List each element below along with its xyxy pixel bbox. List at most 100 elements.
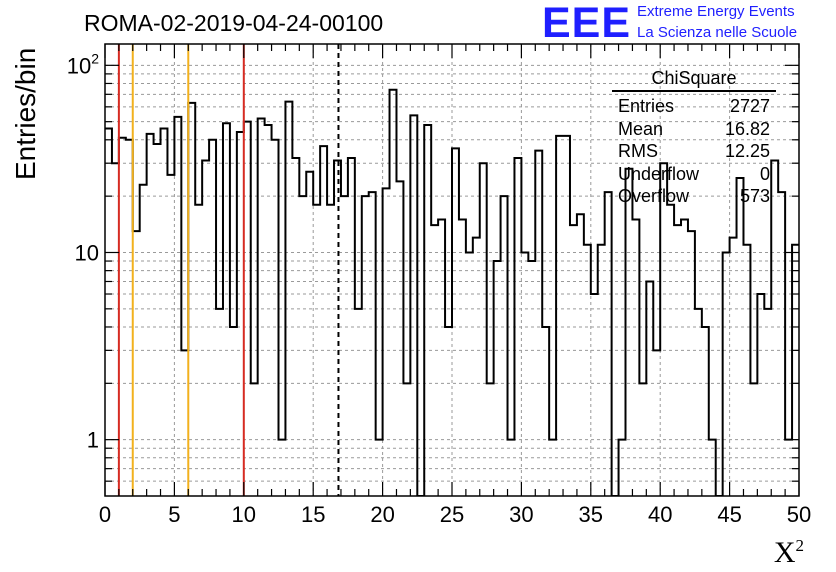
stats-value: 2727 — [729, 96, 770, 116]
histogram-bin — [501, 196, 508, 496]
x-tick-label: 10 — [232, 502, 256, 527]
histogram-bin — [466, 252, 473, 496]
logo-line-2: La Scienza nelle Scuole — [637, 24, 798, 41]
histogram-bin — [542, 327, 549, 496]
histogram-bin — [272, 140, 279, 496]
x-tick-label: 35 — [579, 502, 603, 527]
histogram-bin — [154, 144, 161, 496]
histogram-bin — [445, 327, 452, 496]
x-axis-label-sup: 2 — [795, 536, 805, 555]
histogram-bin — [730, 238, 737, 496]
histogram-bin — [598, 245, 605, 496]
stats-value: 573 — [739, 186, 770, 207]
histogram-bin — [265, 125, 272, 496]
histogram-bin — [244, 122, 251, 496]
histogram-bin — [785, 440, 792, 496]
histogram-bin — [480, 163, 487, 496]
histogram-bin — [521, 252, 528, 496]
histogram-bin — [757, 294, 764, 496]
stats-row: Underflow 0 — [612, 163, 776, 186]
histogram-bin — [709, 440, 716, 496]
eee-logo: EEE — [542, 0, 632, 47]
histogram-bin — [494, 261, 501, 496]
histogram-bin — [147, 134, 154, 496]
histogram-bin — [167, 175, 174, 496]
x-tick-label: 5 — [168, 502, 180, 527]
stats-label: Mean — [618, 118, 664, 139]
x-tick-label: 30 — [509, 502, 533, 527]
histogram-bin — [653, 350, 660, 496]
histogram-bin — [750, 383, 757, 496]
stats-row: RMS 12.25 — [612, 140, 776, 163]
x-tick-label: 20 — [370, 502, 394, 527]
x-tick-label: 50 — [787, 502, 811, 527]
x-tick-label: 25 — [440, 502, 464, 527]
stats-row: Overflow 573 — [612, 185, 776, 208]
stats-value: 16.82 — [724, 118, 770, 139]
histogram-bin — [632, 220, 639, 496]
histogram-bin — [681, 220, 688, 496]
histogram-bin — [223, 123, 230, 496]
histogram-bin — [237, 132, 244, 496]
histogram-bin — [306, 172, 313, 496]
histogram-bin — [410, 115, 417, 496]
histogram-bin — [660, 163, 667, 496]
histogram-bin — [570, 225, 577, 496]
stats-box: ChiSquare Entries 2727 Mean 16.82 RMS 12.25… — [612, 68, 776, 208]
histogram-bin — [251, 383, 258, 496]
stats-value: 12.25 — [724, 141, 770, 162]
y-tick-label: 1 — [87, 428, 99, 453]
x-tick-label: 15 — [301, 502, 325, 527]
x-axis-label: X2 — [774, 536, 804, 570]
histogram-bin — [195, 205, 202, 496]
stats-row: Mean 16.82 — [612, 118, 776, 141]
histogram-bin — [216, 309, 223, 496]
y-tick-label: 10 — [75, 240, 99, 265]
stats-label: RMS — [618, 141, 658, 162]
histogram-bin — [390, 90, 397, 496]
histogram-bin — [313, 205, 320, 496]
histogram-bin — [112, 163, 119, 496]
histogram-bin — [376, 440, 383, 496]
histogram-bin — [396, 181, 403, 496]
histogram-bin — [646, 281, 653, 496]
histogram-bin — [723, 252, 730, 496]
stats-title: ChiSquare — [612, 68, 776, 92]
histogram-bin — [438, 220, 445, 496]
histogram-bin — [174, 117, 181, 496]
histogram-bin — [459, 220, 466, 496]
histogram-bin — [778, 192, 785, 496]
histogram-bin — [452, 148, 459, 496]
histogram-line — [105, 88, 799, 496]
histogram-bin — [355, 309, 362, 496]
histogram-bin — [320, 146, 327, 496]
histogram-bin — [549, 440, 556, 496]
y-tick-label: 102 — [67, 50, 99, 78]
histogram-bin — [702, 327, 709, 496]
histogram-bin — [674, 225, 681, 496]
histogram-bin — [161, 128, 168, 496]
histogram-bin — [563, 136, 570, 496]
histogram-bin — [341, 196, 348, 496]
stats-row: Entries 2727 — [612, 95, 776, 118]
histogram-bin — [105, 128, 112, 496]
histogram-bin — [348, 158, 355, 496]
histogram-bin — [764, 309, 771, 496]
histogram-bin — [743, 245, 750, 496]
x-tick-label: 40 — [648, 502, 672, 527]
histogram-bin — [119, 138, 126, 496]
histogram-bin — [133, 231, 140, 496]
histogram-bin — [591, 294, 598, 496]
x-tick-label: 45 — [717, 502, 741, 527]
y-axis-label: Entries/bin — [10, 47, 41, 180]
histogram-bin — [279, 440, 286, 496]
histogram-bin — [383, 188, 390, 496]
histogram-bin — [258, 118, 265, 496]
histogram-bin — [535, 151, 542, 496]
histogram-bin — [577, 214, 584, 496]
stats-label: Entries — [618, 96, 675, 116]
histogram-bin — [626, 169, 633, 496]
histogram-bin — [514, 158, 521, 496]
histogram-bin — [688, 231, 695, 496]
